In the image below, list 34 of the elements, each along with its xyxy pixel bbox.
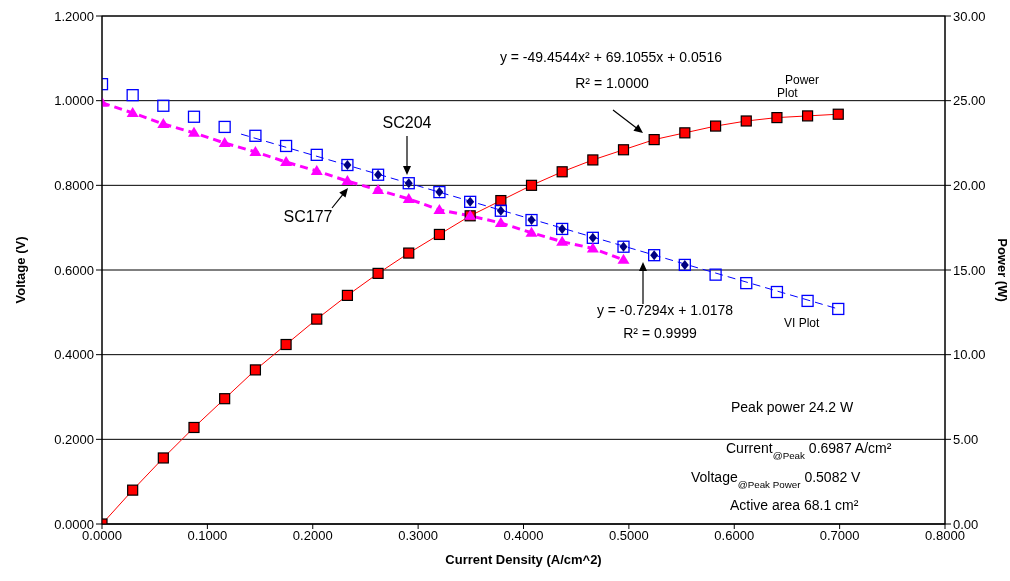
text: SC204 (382, 114, 432, 131)
annotation: R² = 0.9999 (623, 325, 697, 341)
y-tick-label: 0.2000 (54, 431, 94, 447)
y2-tick-label: 25.00 (953, 93, 986, 109)
y2-tick-label: 15.00 (953, 262, 986, 278)
annotation: Current$_{@Peak}$ 0.6987 A/cm² (726, 440, 892, 461)
x-tick-label: 0.4000 (503, 528, 544, 544)
y2-tick-label: 30.00 (953, 8, 986, 24)
y2-tick-label: 20.00 (953, 177, 986, 193)
y-tick-label: 0.4000 (54, 347, 94, 363)
x-tick-label: 0.2000 (292, 528, 333, 544)
x-tick-label: 0.7000 (819, 528, 860, 544)
y-tick-label: 1.0000 (54, 93, 94, 109)
x-tick-label: 0.1000 (187, 528, 228, 544)
annotation: R² = 1.0000 (575, 75, 649, 91)
annotation: y = -0.7294x + 1.0178 (596, 302, 734, 318)
x-tick-label: 0.6000 (714, 528, 755, 544)
series-label: SC177 (283, 208, 333, 225)
annotation: Active area 68.1 cm² (730, 497, 859, 513)
series-label: VI Plot (784, 316, 821, 330)
series-label: Power Plot (777, 73, 820, 100)
y-tick-label: 0.6000 (54, 262, 94, 278)
y-axis-title: Voltage (V) (12, 236, 28, 304)
y2-tick-label: 5.00 (953, 431, 979, 447)
x-axis-title: Current Density (A/cm^2) (445, 552, 602, 567)
y-tick-label: 1.2000 (54, 8, 94, 24)
annotation: Peak power 24.2 W (731, 399, 854, 415)
y2-axis-title: Power (W) (995, 238, 1010, 302)
annotation: Voltage$_{@Peak Power}$ 0.5082 V (691, 469, 862, 490)
y-tick-label: 0.8000 (54, 177, 94, 193)
x-tick-label: 0.5000 (608, 528, 649, 544)
x-tick-label: 0.3000 (398, 528, 439, 544)
y2-tick-label: 10.00 (953, 347, 986, 363)
annotation: y = -49.4544x² + 69.1055x + 0.0516 (499, 49, 723, 65)
